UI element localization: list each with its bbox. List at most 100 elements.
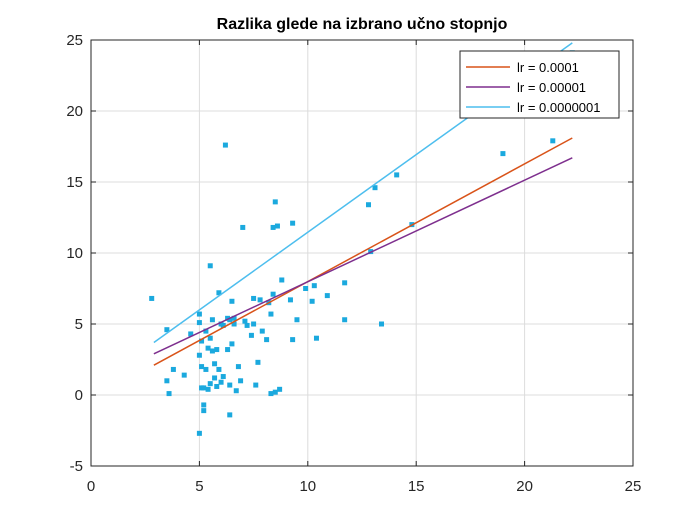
scatter-point (164, 378, 170, 384)
scatter-point (257, 297, 263, 303)
y-tick-label: 0 (75, 387, 83, 404)
scatter-point (181, 372, 187, 378)
legend-entry: lr = 0.00001 (517, 80, 586, 95)
series-line (153, 157, 573, 355)
scatter-point (149, 295, 155, 301)
y-tick-label: 15 (66, 174, 83, 191)
scatter-point (251, 321, 257, 327)
scatter-point (218, 379, 224, 385)
series-line (153, 137, 573, 366)
scatter-point (203, 366, 209, 372)
scatter-point (207, 381, 213, 387)
scatter-point (500, 151, 506, 157)
x-tick-label: 0 (87, 478, 95, 495)
scatter-point (290, 337, 296, 343)
scatter-point (166, 391, 172, 397)
scatter-point (196, 352, 202, 358)
scatter-point (207, 263, 213, 269)
scatter-point (313, 335, 319, 341)
scatter-point (238, 378, 244, 384)
scatter-point (253, 382, 259, 388)
scatter-point (235, 364, 241, 370)
y-tick-label: 20 (66, 103, 83, 120)
scatter-point (372, 185, 378, 191)
scatter-point (248, 332, 254, 338)
scatter-point (218, 321, 224, 327)
scatter-point (277, 386, 283, 392)
scatter-point (279, 277, 285, 283)
y-axis-tick-labels: -5 0 5 10 15 20 25 (66, 32, 83, 475)
x-tick-label: 15 (408, 478, 425, 495)
scatter-point (199, 338, 205, 344)
scatter-point (220, 374, 226, 380)
scatter-point (255, 359, 261, 365)
scatter-point (216, 290, 222, 296)
scatter-point (214, 383, 220, 389)
scatter-point (366, 202, 372, 208)
scatter-point (212, 375, 218, 381)
scatter-point (379, 321, 385, 327)
scatter-point (342, 280, 348, 286)
x-tick-label: 5 (195, 478, 203, 495)
scatter-point (272, 199, 278, 205)
x-tick-label: 10 (299, 478, 316, 495)
scatter-point (229, 341, 235, 347)
scatter-point (225, 347, 231, 353)
scatter-point (209, 317, 215, 323)
scatter-point (303, 286, 309, 291)
scatter-point (227, 412, 233, 418)
scatter-point (222, 142, 228, 148)
scatter-point (259, 328, 265, 334)
scatter-point (550, 138, 556, 144)
scatter-point (251, 295, 257, 301)
scatter-point (294, 317, 300, 323)
scatter-point (268, 391, 274, 397)
scatter-point (196, 430, 202, 436)
scatter-point (233, 388, 239, 394)
scatter-point (324, 293, 330, 299)
legend-entry: lr = 0.0001 (517, 60, 579, 75)
scatter-point (394, 172, 400, 178)
scatter-point (216, 366, 222, 372)
scatter-point (264, 337, 270, 343)
scatter-point (214, 347, 220, 353)
scatter-point (311, 283, 317, 289)
y-tick-label: 5 (75, 316, 83, 333)
y-tick-label: 10 (66, 245, 83, 262)
scatter-point (201, 408, 207, 414)
scatter-point (203, 328, 209, 334)
x-tick-label: 20 (516, 478, 533, 495)
chart-title: Razlika glede na izbrano učno stopnjo (217, 16, 508, 33)
scatter-point (270, 224, 276, 230)
y-tick-label: 25 (66, 32, 83, 49)
x-tick-label: 25 (625, 478, 642, 495)
scatter-point (207, 335, 213, 341)
x-axis-tick-labels: 0 5 10 15 20 25 (87, 478, 642, 495)
scatter-point (196, 320, 202, 326)
scatter-point (309, 298, 315, 304)
scatter-point (205, 386, 211, 392)
scatter-point (205, 345, 211, 351)
legend: lr = 0.0001 lr = 0.00001 lr = 0.0000001 (459, 50, 620, 119)
scatter-point (201, 402, 207, 408)
scatter-point (270, 291, 276, 297)
scatter-point (199, 364, 205, 370)
scatter-point (274, 223, 280, 229)
legend-entry: lr = 0.0000001 (517, 100, 600, 115)
scatter-point (188, 331, 194, 337)
scatter-point (170, 366, 176, 372)
scatter-point (231, 321, 237, 327)
scatter-point (272, 389, 278, 395)
scatter-point (240, 224, 246, 230)
axis-ticks (90, 39, 634, 467)
scatter-point (201, 385, 207, 391)
scatter-point (244, 322, 250, 328)
scatter-point (209, 348, 215, 354)
scatter-point (212, 361, 218, 367)
scatter-point (227, 317, 233, 323)
scatter-point (227, 382, 233, 388)
scatter-point (242, 318, 248, 324)
scatter-point (164, 327, 170, 333)
y-tick-label: -5 (70, 458, 83, 475)
